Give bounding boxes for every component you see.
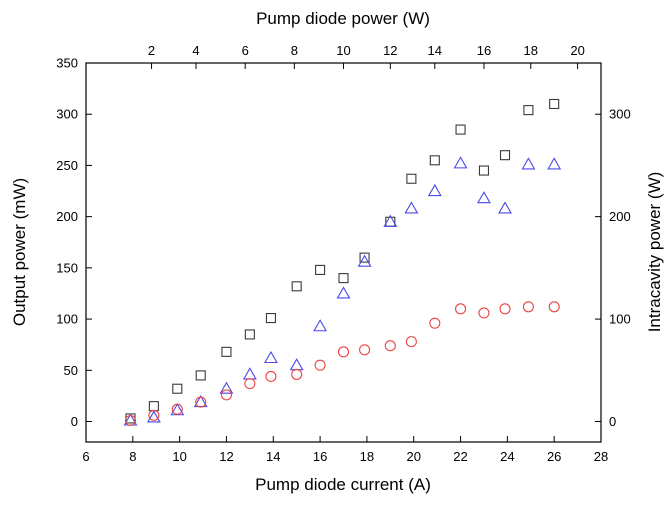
x2-tick-label: 12 [383,43,397,58]
y2-tick-label: 200 [609,209,631,224]
x2-axis-title: Pump diode power (W) [256,9,430,28]
y-axis-title: Output power (mW) [10,178,29,326]
x-tick-label: 18 [360,449,374,464]
x2-tick-label: 18 [524,43,538,58]
x-tick-label: 26 [547,449,561,464]
square-marker [499,150,511,161]
y-tick-label: 100 [56,312,78,327]
square-marker [291,281,302,292]
triangle-marker [219,381,234,394]
circle-marker [454,303,467,315]
circle-marker [124,414,137,427]
axis-ticks: 6 8 10 12 14 16 18 20 22 24 26 282 4 6 8 10 12 14 16 18 2005… [56,43,630,464]
x-tick-label: 12 [219,449,233,464]
x2-tick-label: 8 [291,43,298,58]
y-tick-label: 0 [71,414,78,429]
circle-marker [314,359,326,371]
triangle-marker [383,214,398,227]
triangle-marker [146,410,161,423]
square-marker [455,124,466,135]
square-marker [429,155,440,166]
circle-marker [291,368,303,380]
x2-tick-label: 2 [148,43,155,58]
square-marker [338,273,349,284]
triangle-marker [336,286,351,299]
square-marker [406,173,417,184]
triangle-marker [289,358,304,371]
y-tick-label: 350 [56,56,78,71]
square-marker [172,383,183,394]
y-tick-label: 250 [56,158,78,173]
y-tick-label: 300 [56,107,78,122]
plot-frame [85,62,602,443]
x2-tick-label: 16 [477,43,491,58]
x-tick-label: 10 [172,449,186,464]
y2-tick-label: 300 [609,107,631,122]
square-marker [523,105,534,116]
circle-marker [359,344,371,356]
x-tick-label: 6 [82,449,89,464]
triangle-marker [477,191,491,204]
data-marks [123,98,562,427]
triangle-marker [357,254,372,267]
circle-marker [265,370,277,382]
triangle-marker [313,319,328,332]
circle-marker [429,317,441,329]
circle-marker [548,301,560,313]
square-marker [244,329,255,340]
circle-marker [337,346,350,358]
x2-tick-label: 14 [428,43,442,58]
square-marker [549,98,560,110]
square-marker [359,252,370,263]
square-marker [478,165,490,176]
x-tick-label: 8 [129,449,136,464]
x2-tick-label: 6 [242,43,249,58]
y2-axis-title: Intracavity power (W) [645,172,664,333]
x2-tick-label: 4 [192,43,199,58]
x-tick-label: 16 [313,449,327,464]
square-marker [221,346,232,357]
y-tick-label: 50 [64,363,78,378]
circle-marker [478,307,490,319]
triangle-marker [427,183,442,197]
circle-marker [244,378,256,390]
square-marker [315,264,326,275]
triangle-marker [521,157,536,170]
circle-marker [220,389,233,401]
x-tick-label: 24 [500,449,514,464]
y-tick-label: 150 [56,260,78,275]
square-marker [148,401,159,412]
circle-marker [522,301,534,313]
circle-marker [171,403,183,415]
triangle-marker [263,350,278,364]
circle-marker [499,303,511,315]
x-tick-label: 14 [266,449,280,464]
triangle-marker [498,201,512,214]
x-axis-title: Pump diode current (A) [255,475,431,494]
x2-tick-label: 10 [336,43,350,58]
y2-tick-label: 100 [609,312,631,327]
triangle-marker [404,201,419,214]
circle-marker [405,336,417,348]
x-tick-label: 20 [406,449,420,464]
square-marker [265,313,276,324]
triangle-marker [453,156,468,169]
x-tick-label: 22 [453,449,467,464]
triangle-marker [242,367,257,380]
square-marker [195,370,206,381]
x-tick-label: 28 [594,449,608,464]
circle-marker [195,396,207,408]
y2-tick-label: 0 [609,414,616,429]
circle-marker [148,409,160,421]
circle-marker [384,340,396,352]
x2-tick-label: 20 [570,43,584,58]
y-tick-label: 200 [56,209,78,224]
triangle-marker [547,157,562,170]
